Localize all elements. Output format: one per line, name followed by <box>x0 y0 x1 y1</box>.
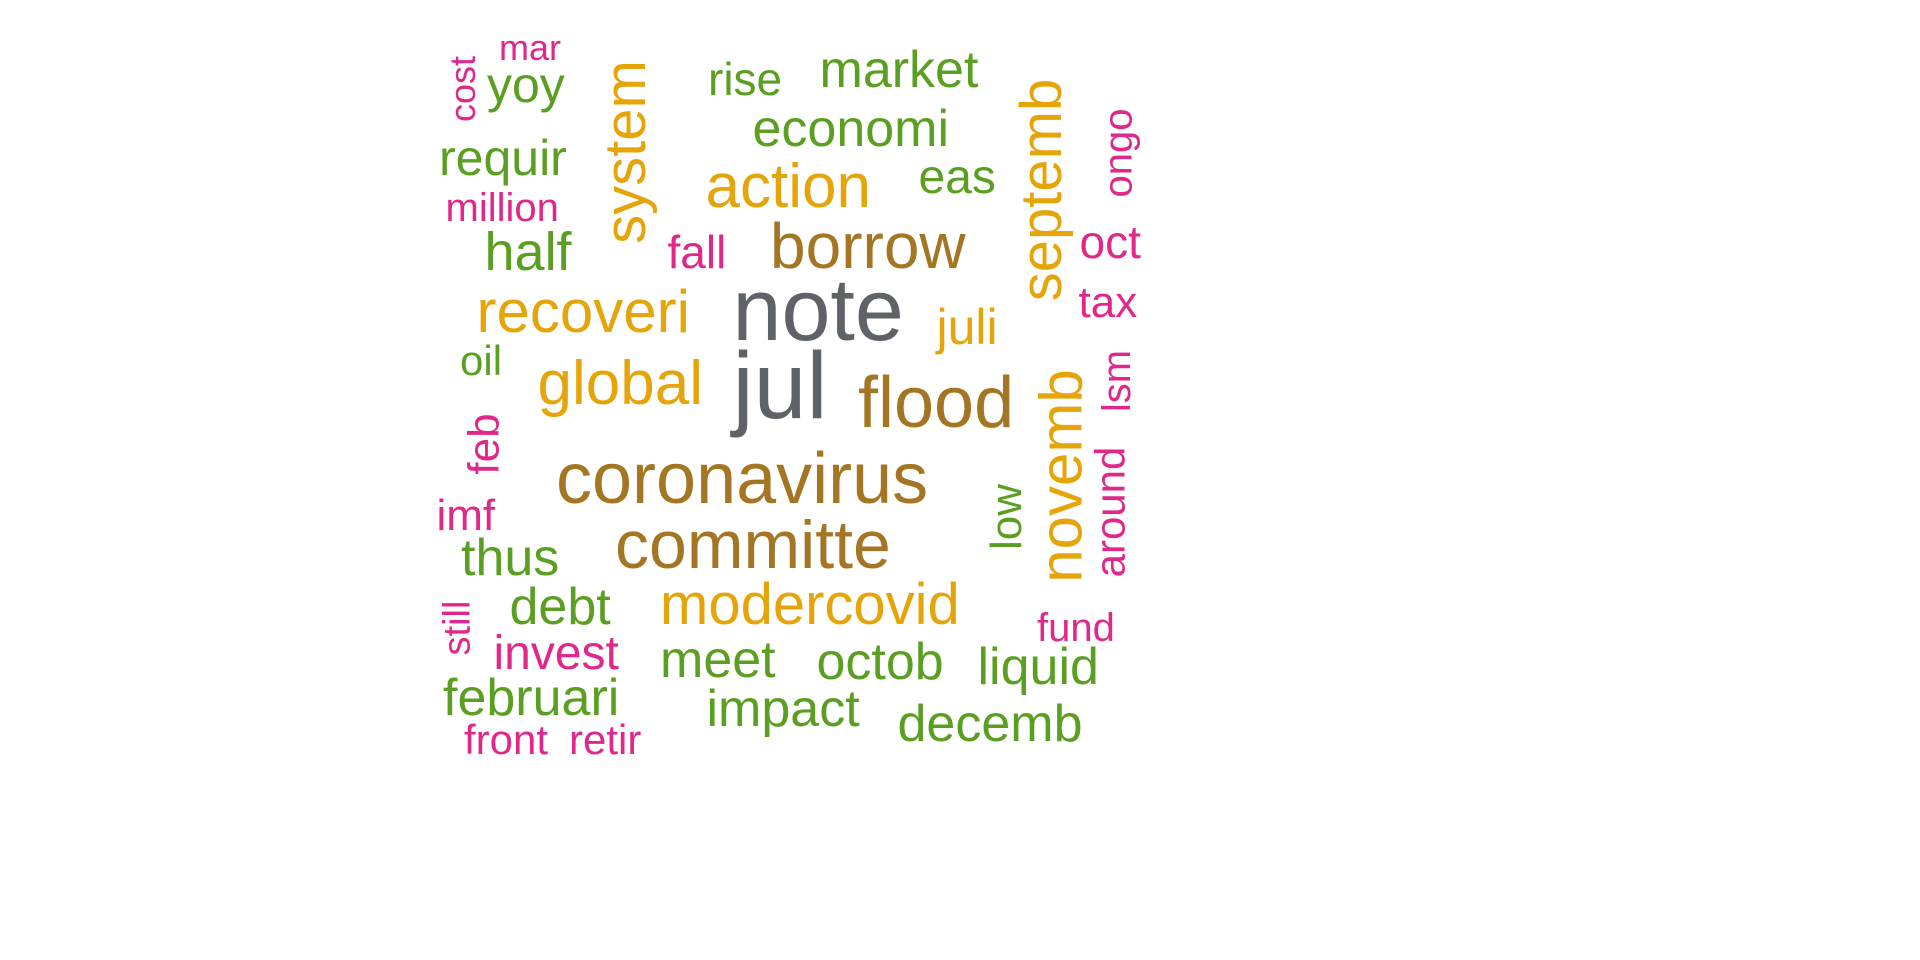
word-lsm: lsm <box>1095 349 1140 413</box>
word-note: note <box>732 260 904 359</box>
word-global: global <box>537 349 703 418</box>
word-juli: juli <box>936 299 998 355</box>
word-around: around <box>1085 446 1133 578</box>
word-flood: flood <box>858 363 1015 443</box>
word-meet: meet <box>660 631 776 689</box>
word-system: system <box>592 60 658 244</box>
word-impact: impact <box>706 680 860 738</box>
word-thus: thus <box>461 529 560 587</box>
word-borrow: borrow <box>770 210 966 282</box>
word-mar: mar <box>499 27 561 68</box>
word-coronavirus: coronavirus <box>556 439 929 519</box>
word-imf: imf <box>436 491 496 540</box>
word-requir: requir <box>439 130 567 186</box>
word-debt: debt <box>509 578 611 636</box>
word-oct: oct <box>1079 216 1141 268</box>
word-committe: committe <box>615 507 891 583</box>
word-million: million <box>445 186 559 230</box>
word-jul: jul <box>732 332 828 439</box>
word-novemb: novemb <box>1027 369 1095 583</box>
word-yoy: yoy <box>487 57 565 113</box>
word-market: market <box>819 41 979 99</box>
word-cost: cost <box>442 55 484 123</box>
word-februari: februari <box>443 669 620 727</box>
word-tax: tax <box>1078 278 1138 327</box>
word-septemb: septemb <box>1009 78 1075 302</box>
word-modercovid: modercovid <box>660 572 960 637</box>
word-half: half <box>484 222 572 282</box>
word-retir: retir <box>569 716 642 763</box>
word-economi: economi <box>752 100 950 158</box>
word-recoveri: recoveri <box>476 278 690 345</box>
word-invest: invest <box>493 627 619 680</box>
word-ongo: ongo <box>1095 108 1140 198</box>
word-eas: eas <box>918 151 996 204</box>
word-action: action <box>705 152 871 221</box>
word-front: front <box>464 716 549 763</box>
word-fund: fund <box>1037 606 1115 650</box>
word-low: low <box>982 483 1032 551</box>
word-liquid: liquid <box>977 638 1099 696</box>
word-still: still <box>435 600 478 656</box>
word-fall: fall <box>667 226 727 278</box>
word-octob: octob <box>816 633 944 691</box>
word-decemb: decemb <box>897 695 1083 753</box>
word-feb: feb <box>459 413 509 475</box>
word-rise: rise <box>708 53 783 105</box>
word-oil: oil <box>460 337 503 384</box>
